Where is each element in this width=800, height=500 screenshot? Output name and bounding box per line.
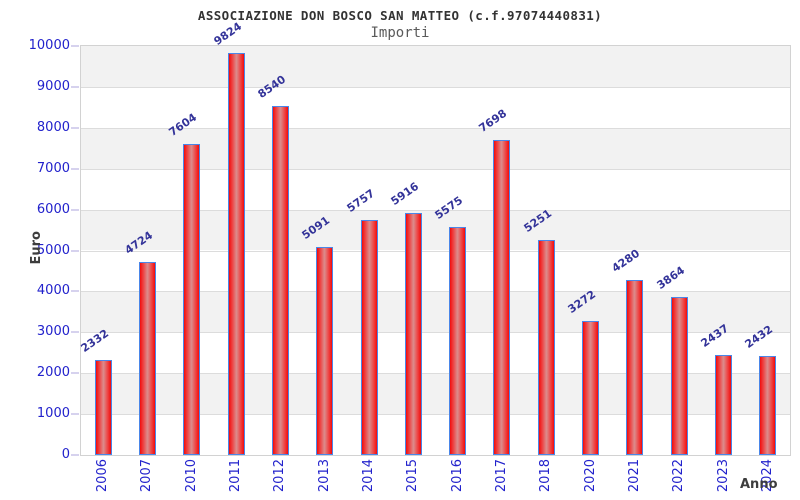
x-tick-label: 2018 bbox=[538, 459, 554, 493]
y-axis-title: Euro bbox=[29, 231, 44, 265]
bar-2022 bbox=[670, 296, 688, 455]
y-tick-label: 0 bbox=[61, 447, 70, 462]
x-tick-label: 2011 bbox=[228, 459, 244, 493]
y-tick-label: 4000 bbox=[36, 283, 70, 299]
x-tick-label: 2013 bbox=[316, 459, 332, 493]
y-tick-mark bbox=[71, 249, 79, 252]
x-tick-label: 2012 bbox=[272, 459, 288, 493]
plot-band bbox=[81, 46, 790, 87]
bar-2013 bbox=[316, 246, 334, 455]
gridline bbox=[81, 168, 790, 170]
gridline bbox=[81, 250, 790, 252]
gridline bbox=[81, 86, 790, 88]
x-tick-label: 2016 bbox=[449, 459, 465, 493]
x-tick-label: 2021 bbox=[626, 459, 642, 493]
y-tick-mark bbox=[71, 372, 79, 375]
y-tick-mark bbox=[71, 290, 79, 293]
x-axis-title: Anno bbox=[740, 477, 778, 492]
gridline bbox=[81, 414, 790, 416]
bar-2014 bbox=[360, 219, 378, 455]
bar-2023 bbox=[715, 355, 733, 455]
bar-2024 bbox=[759, 355, 777, 455]
bar-2011 bbox=[227, 53, 245, 455]
gridline bbox=[81, 332, 790, 334]
gridline bbox=[81, 209, 790, 211]
y-tick-label: 6000 bbox=[36, 201, 70, 217]
bar-2015 bbox=[404, 213, 422, 455]
y-tick-mark bbox=[71, 208, 79, 211]
y-tick-mark bbox=[71, 413, 79, 416]
bar-2020 bbox=[582, 321, 600, 455]
chart-title: ASSOCIAZIONE DON BOSCO SAN MATTEO (c.f.9… bbox=[197, 8, 603, 23]
y-tick-label: 3000 bbox=[36, 324, 70, 340]
bar-2018 bbox=[537, 240, 555, 455]
y-tick-mark bbox=[71, 454, 79, 456]
plot-area: 2332 4724 7604 9824 8540 5091 5757 5916 5575 7698… bbox=[78, 20, 791, 456]
y-tick-mark bbox=[71, 126, 79, 129]
x-tick-label: 2022 bbox=[671, 459, 687, 493]
y-tick-label: 5000 bbox=[36, 242, 70, 258]
x-tick-label: 2020 bbox=[582, 459, 598, 493]
y-tick-label: 8000 bbox=[36, 119, 70, 135]
gridline bbox=[81, 373, 790, 375]
y-tick-mark bbox=[71, 85, 79, 88]
bar-2012 bbox=[271, 105, 289, 455]
y-tick-mark bbox=[71, 331, 79, 334]
x-tick-label: 2015 bbox=[405, 459, 421, 493]
gridline bbox=[81, 291, 790, 293]
y-tick-mark bbox=[71, 45, 79, 47]
y-tick-label: 9000 bbox=[36, 78, 70, 94]
x-tick-label: 2014 bbox=[361, 459, 377, 493]
bar-2021 bbox=[626, 279, 644, 455]
bar-2006 bbox=[94, 359, 112, 455]
x-tick-label: 2017 bbox=[493, 459, 509, 493]
chart-subtitle: Importi bbox=[370, 25, 430, 41]
bar-2010 bbox=[183, 144, 201, 455]
gridline bbox=[81, 127, 790, 129]
plot-band bbox=[81, 86, 790, 128]
bar-2017 bbox=[493, 140, 511, 455]
y-tick-label: 10000 bbox=[28, 38, 70, 53]
y-tick-label: 2000 bbox=[36, 365, 70, 381]
x-tick-label: 2006 bbox=[95, 459, 111, 493]
y-tick-label: 1000 bbox=[36, 406, 70, 422]
x-tick-label: 2007 bbox=[139, 459, 155, 493]
x-tick-label: 2010 bbox=[183, 459, 199, 493]
y-tick-label: 7000 bbox=[36, 160, 70, 176]
bar-2007 bbox=[138, 261, 156, 455]
bar-2016 bbox=[449, 226, 467, 455]
y-tick-mark bbox=[71, 167, 79, 170]
x-tick-label: 2023 bbox=[715, 459, 731, 493]
